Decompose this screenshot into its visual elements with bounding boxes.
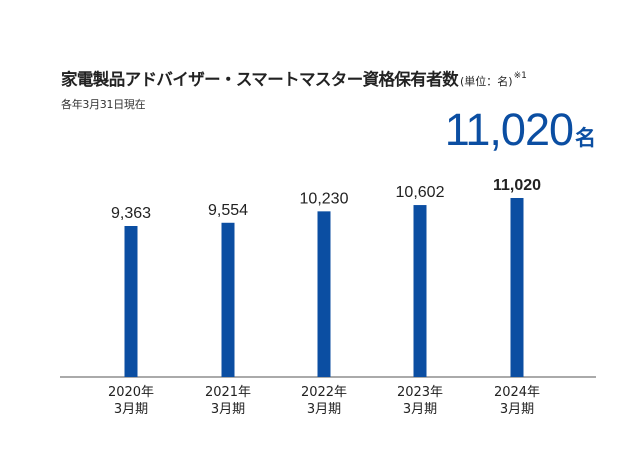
data-label-3: 10,602: [396, 184, 445, 201]
x-tick-period: 3月期: [210, 402, 246, 417]
headline-figure: 11,020名: [445, 104, 596, 156]
x-tick-year: 2022年: [300, 385, 348, 400]
x-tick-year: 2024年: [493, 385, 541, 400]
x-tick-period: 3月期: [306, 402, 342, 417]
headline-value: 11,020: [444, 104, 574, 155]
data-label-4: 11,020: [493, 177, 541, 194]
x-tick-label-3: 2023年 3月期: [380, 384, 460, 418]
bar-2: [317, 211, 331, 377]
x-tick-label-0: 2020年 3月期: [91, 384, 171, 418]
x-tick-period: 3月期: [113, 402, 149, 417]
data-label-0: 9,363: [111, 205, 151, 222]
x-tick-period: 3月期: [402, 402, 438, 417]
x-tick-label-2: 2022年 3月期: [284, 384, 364, 418]
chart-title-row: 家電製品アドバイザー・スマートマスター資格保有者数 (単位：名)※1: [61, 66, 527, 90]
data-label-2: 10,230: [300, 190, 349, 207]
bar-0: [124, 226, 138, 377]
chart-subtitle: 各年3月31日現在: [61, 98, 146, 111]
x-tick-year: 2023年: [396, 385, 444, 400]
x-tick-period: 3月期: [499, 402, 535, 417]
bar-3: [413, 205, 427, 377]
x-tick-year: 2021年: [204, 385, 252, 400]
headline-suffix: 名: [575, 126, 596, 150]
x-tick-label-1: 2021年 3月期: [188, 384, 268, 418]
chart-title: 家電製品アドバイザー・スマートマスター資格保有者数: [61, 70, 459, 89]
x-tick-label-4: 2024年 3月期: [477, 384, 557, 418]
footnote-marker: ※1: [513, 71, 527, 81]
data-label-1: 9,554: [208, 202, 248, 219]
unit-label: (単位：名): [460, 75, 513, 88]
bar-4: [510, 197, 524, 377]
bar-1: [221, 222, 235, 377]
x-tick-year: 2020年: [107, 385, 155, 400]
